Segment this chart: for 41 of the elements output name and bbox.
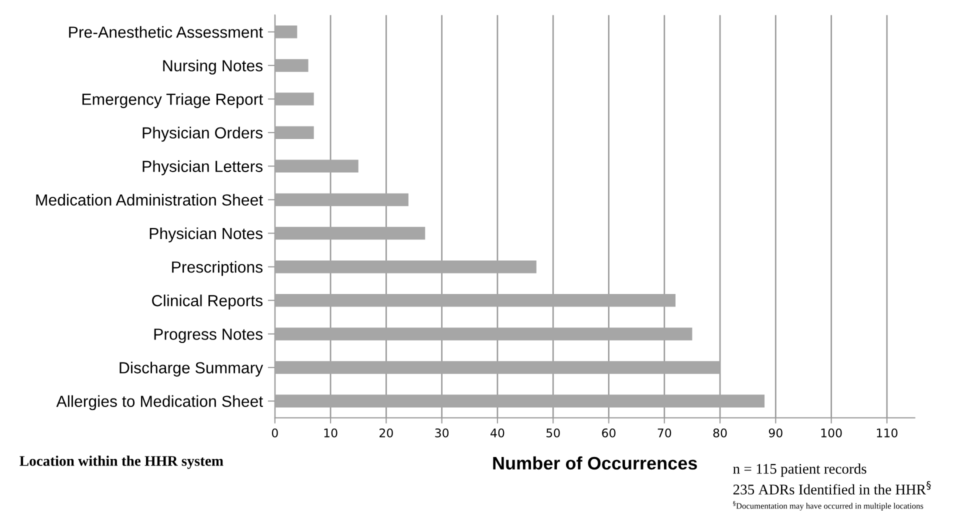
y-axis-title: Location within the HHR system — [20, 456, 224, 469]
bar — [274, 260, 536, 274]
x-axis-title: Number of Occurrences — [493, 456, 697, 470]
y-tick-label: Physician Letters — [142, 160, 263, 176]
y-tick-label: Nursing Notes — [163, 60, 263, 75]
bar — [274, 226, 426, 240]
bar — [274, 160, 358, 173]
bar — [274, 126, 314, 139]
x-tick-label: 70 — [658, 428, 672, 438]
x-tick-label: 40 — [490, 428, 504, 438]
x-tick-label: 50 — [546, 428, 560, 438]
x-tick-label: 80 — [713, 428, 727, 438]
text: 235 ADRs Identified in the HHR$^{§}$ — [733, 481, 931, 494]
x-tick-label: 20 — [380, 428, 393, 438]
x-tick-label: 60 — [602, 428, 616, 438]
y-tick-label: Physician Notes — [150, 227, 263, 242]
y-tick-label: Progress Notes — [154, 328, 263, 344]
bar — [274, 294, 676, 307]
y-tick-label: Prescriptions — [172, 261, 263, 276]
bar — [274, 59, 308, 72]
bar — [274, 361, 720, 374]
x-tick-label: 30 — [435, 428, 449, 438]
y-tick-label: Physician Orders — [142, 126, 263, 142]
y-tick-label: Emergency Triage Report — [82, 93, 263, 108]
x-tick-label: 100 — [821, 428, 842, 438]
x-tick-label: 10 — [324, 428, 338, 438]
bar — [274, 193, 408, 206]
x-tick-label: 0 — [272, 428, 278, 438]
bar — [274, 92, 314, 106]
bar — [274, 328, 692, 340]
y-tick-label: Pre-Anesthetic Assessment — [69, 26, 263, 38]
bar — [274, 394, 765, 408]
y-tick-label: Discharge Summary — [120, 362, 264, 377]
y-tick-label: Clinical Reports — [152, 294, 263, 310]
x-tick-label: 110 — [876, 428, 898, 438]
x-tick-label: 90 — [768, 428, 782, 438]
y-tick-label: Medication Administration Sheet — [36, 194, 263, 206]
text: n = 115 patient records — [733, 463, 866, 477]
text: $^{§}$Documentation may have occurred in multiple locations — [733, 501, 924, 510]
bar — [274, 26, 298, 38]
y-tick-label: Allergies to Medication Sheet — [56, 395, 263, 410]
